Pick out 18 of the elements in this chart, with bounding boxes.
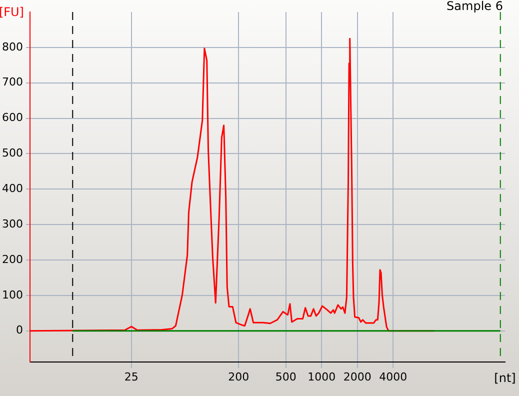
y-tick-label: 300: [2, 217, 23, 230]
y-tick-label: 500: [2, 146, 23, 160]
y-tick-label: 600: [2, 111, 23, 124]
chart-title: Sample 6: [446, 0, 503, 13]
x-axis-title: [nt]: [494, 371, 516, 385]
y-tick-label: 700: [2, 76, 23, 89]
x-tick-label: 4000: [379, 370, 408, 384]
y-tick-label: 400: [2, 182, 23, 195]
y-tick-label: 0: [16, 324, 23, 337]
y-tick-label: 800: [2, 40, 23, 54]
y-axis-title: [FU]: [0, 5, 24, 19]
x-tick-label: 200: [228, 370, 250, 384]
x-tick-label: 1000: [308, 370, 336, 384]
y-tick-label: 100: [2, 288, 23, 302]
x-tick-label: 25: [124, 370, 138, 384]
x-tick-label: 2000: [343, 370, 372, 384]
x-tick-label: 500: [275, 370, 296, 384]
y-tick-label: 200: [2, 252, 23, 266]
